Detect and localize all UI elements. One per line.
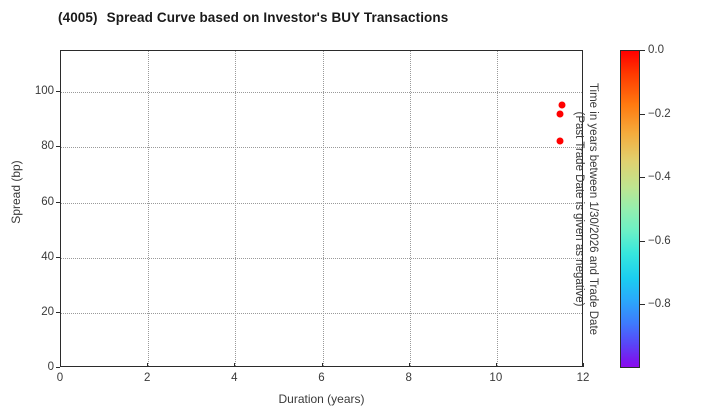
colorbar-tick	[640, 177, 645, 179]
colorbar-tick	[640, 304, 645, 306]
colorbar-tick-label: −0.4	[648, 171, 671, 184]
y-axis-tick-label: 40	[41, 250, 54, 263]
x-axis-tick-label: 0	[56, 372, 64, 384]
title-text: Spread Curve based on Investor's BUY Tra…	[106, 10, 449, 25]
colorbar-gradient	[620, 50, 640, 368]
x-axis-tick-labels: 0 2 4 6 8 10 12	[56, 372, 590, 390]
x-axis-tick-label: 10	[489, 372, 503, 384]
plot-inner	[61, 51, 582, 366]
y-axis-tick	[56, 367, 60, 368]
gridline-horizontal	[61, 202, 582, 204]
y-axis-tick-label: 100	[34, 85, 54, 98]
colorbar: 0.0 −0.2 −0.4 −0.6 −0.8	[620, 44, 671, 368]
y-axis-tick-label: 80	[41, 140, 54, 153]
gridline-vertical	[496, 51, 498, 366]
x-axis-tick-label: 12	[576, 372, 590, 384]
colorbar-tick	[640, 240, 645, 242]
gridline-vertical	[148, 51, 150, 366]
y-axis-tick-label: 20	[41, 305, 54, 318]
colorbar-tick	[640, 50, 645, 51]
colorbar-title-line: Time in years between 1/30/2026 and Trad…	[587, 82, 599, 336]
y-axis-tick-label: 0	[47, 361, 54, 373]
colorbar-title-line: (Past Trade Date is given as negative)	[572, 111, 585, 307]
gridline-horizontal	[61, 257, 582, 259]
data-point[interactable]	[558, 101, 566, 109]
colorbar-tick	[640, 113, 645, 115]
x-axis-tick-label: 2	[143, 372, 151, 384]
y-axis-tick-label: 60	[41, 195, 54, 208]
gridline-horizontal	[61, 312, 582, 314]
plot-area	[60, 50, 583, 367]
colorbar-tick-label: −0.6	[648, 234, 671, 247]
colorbar-tick-label: 0.0	[648, 44, 664, 56]
y-axis-title: Spread (bp)	[9, 160, 23, 224]
data-point[interactable]	[556, 137, 564, 145]
gridline-horizontal	[61, 92, 582, 94]
colorbar-title: Time in years between 1/30/2026 and Trad…	[560, 50, 600, 368]
gridline-vertical	[409, 51, 411, 366]
data-point[interactable]	[556, 110, 564, 118]
colorbar-tick-label: −0.2	[648, 107, 671, 120]
gridline-horizontal	[61, 147, 582, 149]
gridline-vertical	[235, 51, 237, 366]
x-axis-tick-label: 8	[405, 372, 412, 384]
x-axis-title: Duration (years)	[278, 392, 365, 406]
page-title: (4005) Spread Curve based on Investor's B…	[58, 10, 598, 25]
x-axis-tick-label: 4	[231, 372, 238, 384]
issuer-code: (4005)	[58, 10, 98, 25]
x-axis-tick-label: 6	[318, 372, 325, 384]
colorbar-tick-label: −0.8	[648, 298, 671, 311]
gridline-vertical	[322, 51, 324, 366]
y-axis-tick-labels: 0 20 40 60 80 100	[6, 50, 54, 373]
